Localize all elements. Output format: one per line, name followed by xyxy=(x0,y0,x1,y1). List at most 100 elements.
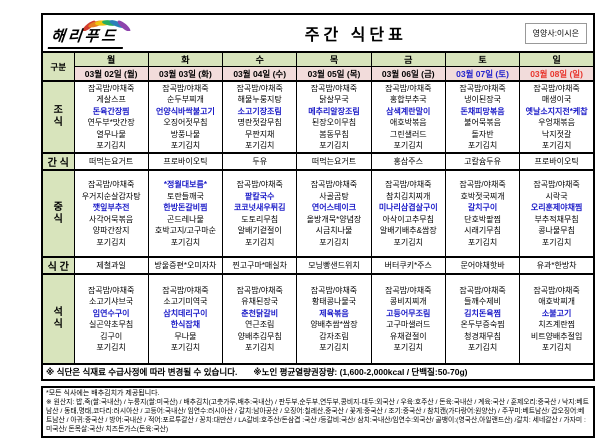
table-note: ※ 식단은 식재료 수급사정에 따라 변경될 수 있습니다. ※노인 평균열량권장… xyxy=(41,363,595,381)
menu-item: 올방개묵*양념장 xyxy=(306,214,362,224)
menu-item: 소고기샤브국 xyxy=(89,297,134,306)
menu-item: 잡곡밥/야채죽 xyxy=(87,180,135,189)
date-cell: 03월 05일 (목) xyxy=(296,66,372,82)
menu-item: 한식잡채 xyxy=(170,320,201,329)
menu-item: 잡곡밥/야채죽 xyxy=(310,285,358,295)
menu-item: 방풍나물 xyxy=(170,129,201,139)
meal-row: 석 식 잡곡밥/야채죽 소고기샤브국 임연수구이 실곤약초무침 김구이 포기김치 잡곡밥/야채죽… xyxy=(41,273,595,365)
menu-item: 포기김치 xyxy=(170,237,201,247)
menu-item: 삼치데리구이 xyxy=(163,308,208,318)
menu-item: 부추적채무침 xyxy=(534,214,579,224)
menu-cell: 잡곡밥/야채죽 냉이된장국 돈채피망볶음 불어묵볶음 돌자반 포기김치 xyxy=(444,80,521,154)
menu-cell: 모닝빵샌드위치 xyxy=(296,256,372,275)
menu-item: 포기김치 xyxy=(319,141,349,150)
menu-item: 도토리무침 xyxy=(241,214,279,224)
menu-item: 청경채무침 xyxy=(464,331,501,341)
menu-cell: 잡곡밥/야채죽 시락국 오리훈제야채찜 부추적채무침 콩나물무침 포기김치 xyxy=(519,169,595,258)
menu-item: 잡곡밥/야채죽 xyxy=(87,285,135,295)
logo-text: 해리푸드 xyxy=(47,25,126,49)
menu-cell: 잡곡밥/야채죽 닭살무국 메추리알장조림 된장오이무침 봄동무침 포기김치 xyxy=(296,80,372,154)
menu-item: 갈치구이 xyxy=(467,203,498,212)
day-header: 일 xyxy=(519,51,595,67)
menu-item: 유채된장국 xyxy=(241,297,279,306)
menu-item: 찐고구마*매실차 xyxy=(232,260,288,270)
meal-row-label: 식 간 xyxy=(41,256,75,275)
menu-item: 오리훈제야채찜 xyxy=(530,203,583,212)
menu-sheet: 해리푸드 주간 식단표 영양사:이시은 구분 월 화 수 목 금 토 일 03월 02일 (월)… xyxy=(41,13,595,438)
menu-item: 버터쿠키*주스 xyxy=(384,260,432,270)
menu-cell: *정월대보름* 토란들깨국 한방돈갈비찜 곤드레나물 호박고지/고구마순 포기김치 xyxy=(147,169,224,258)
menu-item: 콩나물무침 xyxy=(538,226,575,235)
menu-item: 포기김치 xyxy=(170,141,201,150)
origin-note: ※ 원산지: 밥,죽(쌀:국내산) / 누룽지(쌀:미국산) / 배추김치(고춧… xyxy=(46,399,589,433)
menu-item: 삼색계란말이 xyxy=(386,106,431,116)
menu-cell: 잡곡밥/야채죽 소고기샤브국 임연수구이 실곤약초무침 김구이 포기김치 xyxy=(73,273,149,365)
menu-item: 호박고지/고구마순 xyxy=(154,226,216,235)
menu-cell: 잡곡밥/야채죽 팥칼국수 코코넛새우튀김 도토리무침 알배기겉절이 포기김치 xyxy=(222,169,298,258)
menu-cell: 제철과일 xyxy=(73,256,149,275)
menu-item: 참치김치찌개 xyxy=(386,191,431,201)
menu-item: 시락국 xyxy=(545,191,568,201)
menu-item: 소불고기 xyxy=(541,308,572,318)
menu-item: 우엉채볶음 xyxy=(538,118,575,127)
menu-item: 소고기미역국 xyxy=(163,297,208,306)
menu-item: 잡곡밥/야채죽 xyxy=(385,83,432,93)
menu-table: 구분 월 화 수 목 금 토 일 03월 02일 (월) 03월 03일 (화) 03월 04일 (… xyxy=(41,51,595,381)
menu-cell: 두유 xyxy=(222,152,298,171)
menu-item: 유채겉절이 xyxy=(389,331,427,341)
menu-cell: 잡곡밥/야채죽 참치김치찌개 미나리삼겹살구이 아삭이고추무침 알배기배추&쌈장 포기김치 xyxy=(370,169,446,258)
day-header: 화 xyxy=(147,51,224,67)
menu-item: 게살스프 xyxy=(96,95,126,104)
menu-item: 포기김치 xyxy=(541,343,572,352)
date-cell: 03월 07일 (토) xyxy=(444,66,521,82)
menu-item: 낙지젓갈 xyxy=(541,129,572,139)
menu-cell: 프로바이오틱 xyxy=(147,152,224,171)
menu-item: 양배추쌈*쌈장 xyxy=(310,320,358,329)
menu-item: 유과*한방차 xyxy=(536,260,577,270)
menu-cell: 떠먹는요거트 xyxy=(73,152,149,171)
menu-item: 알배기겉절이 xyxy=(237,226,282,235)
menu-item: 포기김치 xyxy=(541,237,572,247)
menu-item: 언양식바싹불고기 xyxy=(155,106,215,116)
menu-item: 포기김치 xyxy=(319,237,349,247)
logo: 해리푸드 xyxy=(47,16,187,50)
menu-item: 잡곡밥/야채죽 xyxy=(236,285,283,295)
corner-label: 구분 xyxy=(41,51,75,82)
menu-item: 임연수구이 xyxy=(92,308,130,318)
menu-item: 잡곡밥/야채죽 xyxy=(533,285,580,295)
meal-row: 조 식 잡곡밥/야채죽 게살스프 돈육간장찜 연두부*맛간장 열무나물 포기김치 잡곡밥/야채죽… xyxy=(41,80,595,154)
menu-change-note: ※ 식단은 식재료 수급사정에 따라 변경될 수 있습니다. xyxy=(46,367,238,377)
menu-item: 소고기장조림 xyxy=(237,106,282,116)
menu-item: 미나리삼겹살구이 xyxy=(378,203,438,212)
menu-item: *정월대보름* xyxy=(163,180,207,189)
menu-item: 잡곡밥/야채죽 xyxy=(385,180,432,189)
menu-item: 우거지순살감자탕 xyxy=(81,191,141,201)
nutritionist-label: 영양사:이시은 xyxy=(524,22,587,44)
menu-item: 비트양배추절임 xyxy=(530,331,583,341)
menu-cell: 버터쿠키*주스 xyxy=(370,256,446,275)
menu-item: 잡곡밥/야채죽 xyxy=(459,83,506,93)
menu-item: 코코넛새우튀김 xyxy=(233,203,286,212)
menu-item: 온두부증숙찜 xyxy=(460,320,505,329)
menu-cell: 홍삼주스 xyxy=(370,152,446,171)
date-cell: 03월 08일 (일) xyxy=(519,66,595,82)
menu-item: 곤드레나물 xyxy=(167,214,204,224)
menu-cell: 잡곡밥/야채죽 소고기미역국 삼치데리구이 한식잡채 무나물 포기김치 xyxy=(147,273,224,365)
menu-item: 아삭이고추무침 xyxy=(382,214,435,224)
menu-item: 홍삼주스 xyxy=(393,156,423,166)
title-band: 해리푸드 주간 식단표 영양사:이시은 xyxy=(41,13,595,51)
menu-item: 냉이된장국 xyxy=(464,95,501,104)
menu-item: 잡곡밥/야채죽 xyxy=(310,180,358,189)
date-row: 03월 02일 (월) 03월 03일 (화) 03월 04일 (수) 03월 05일… xyxy=(42,66,595,82)
menu-item: 콩비지찌개 xyxy=(389,297,427,306)
menu-item: 포기김치 xyxy=(393,237,423,247)
date-cell: 03월 02일 (월) xyxy=(73,66,149,82)
menu-item: 고칼슘두유 xyxy=(464,156,501,166)
menu-item: 황태콩나물국 xyxy=(311,297,357,306)
menu-item: 잡곡밥/야채죽 xyxy=(236,180,283,189)
menu-item: 사골곰탕 xyxy=(319,191,349,201)
calorie-note: ※노인 평균열량권장량: (1,600-2,000kcal / 단백질:50-7… xyxy=(253,367,468,377)
menu-item: 연어스테이크 xyxy=(311,203,357,212)
